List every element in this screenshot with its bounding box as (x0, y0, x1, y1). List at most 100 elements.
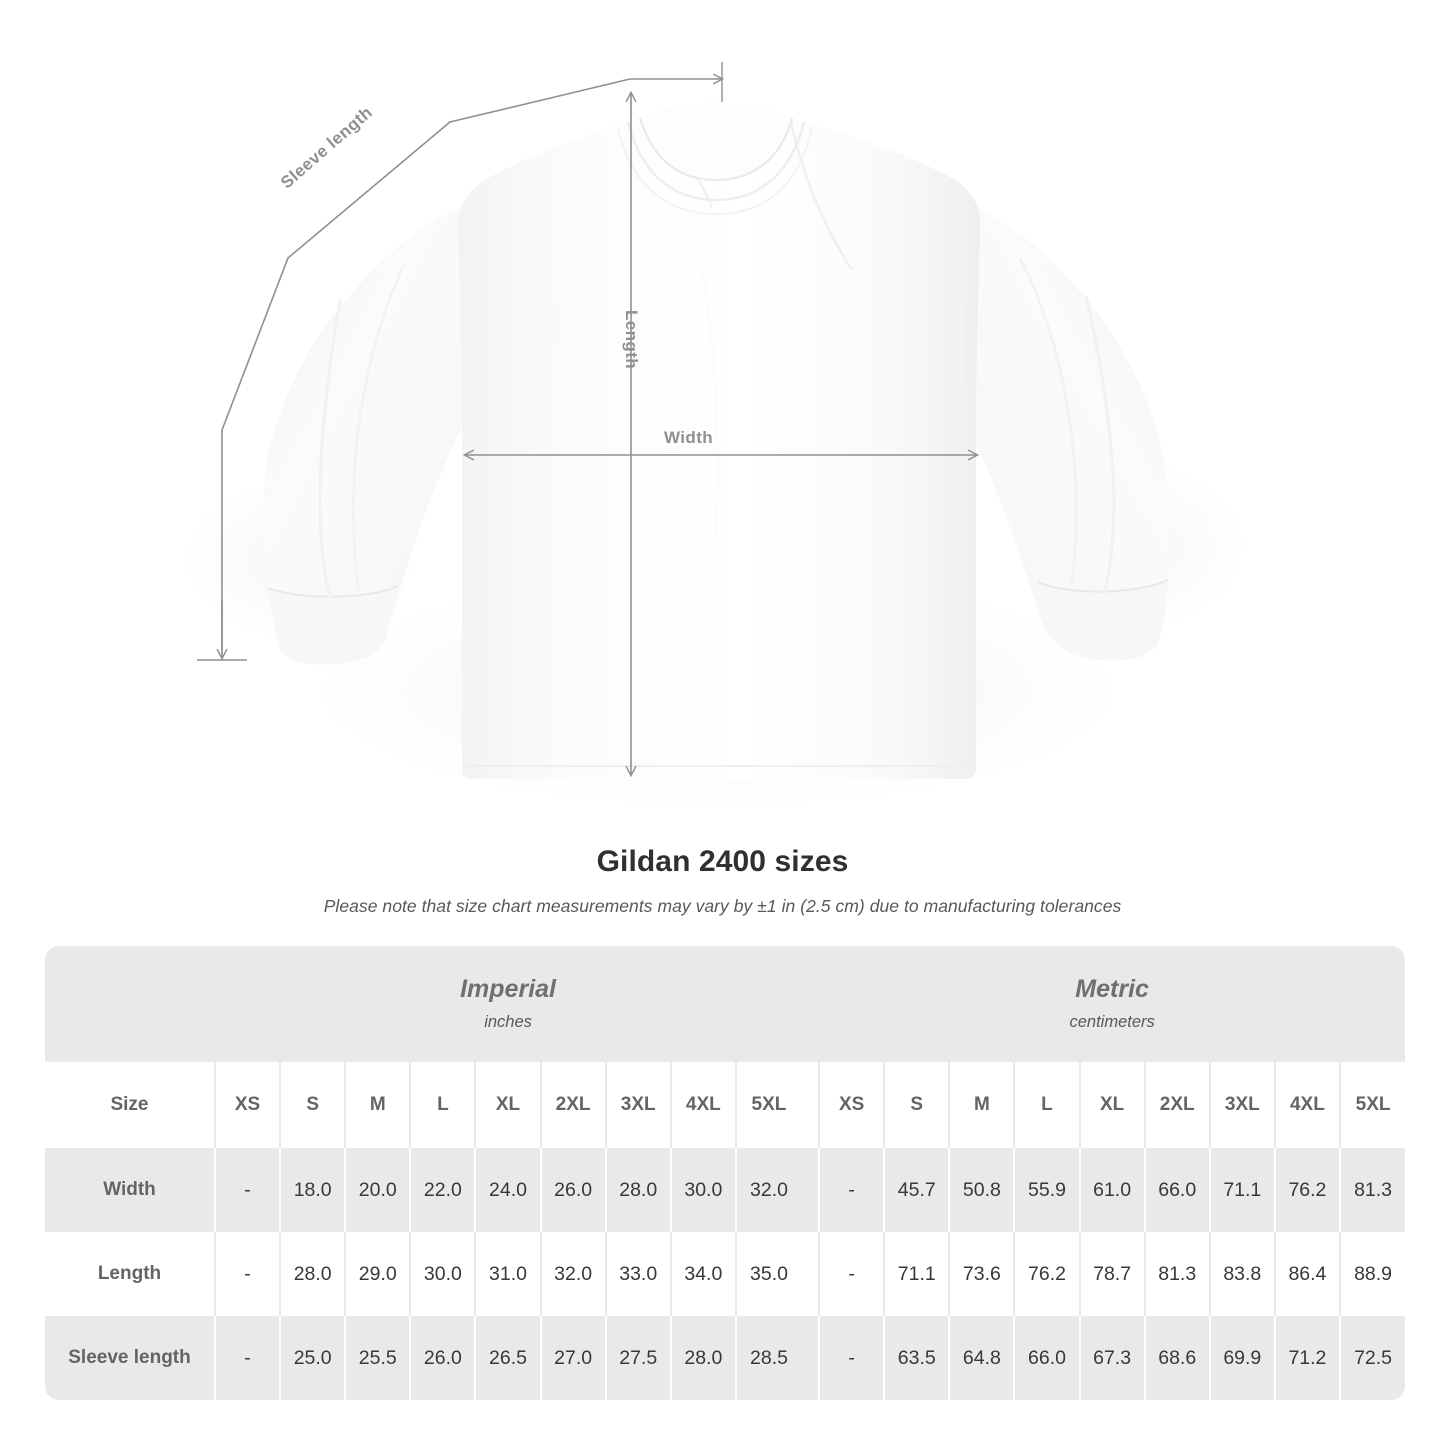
garment-diagram: Sleeve length Length Width (170, 62, 1260, 820)
left-armhole-seam (475, 179, 489, 401)
cell-metric-xl: 78.7 (1078, 1232, 1145, 1316)
left-sleeve-fold (318, 299, 342, 599)
column-header-imperial-3xl: 3XL (604, 1062, 671, 1148)
left-cuff-seam (267, 585, 399, 598)
cell-metric-3xl: 71.1 (1208, 1148, 1275, 1232)
cell-metric-xl: 61.0 (1078, 1148, 1145, 1232)
cell-imperial-m: 20.0 (344, 1148, 411, 1232)
body-fold-3 (878, 299, 895, 641)
cell-metric-4xl: 86.4 (1273, 1232, 1340, 1316)
left-sleeve-fold-2 (352, 264, 406, 591)
right-sleeve-fold-2 (1018, 257, 1078, 585)
cell-metric-s: 45.7 (883, 1148, 950, 1232)
unit-header-metric-title: Metric (1075, 975, 1149, 1004)
column-header-metric-4xl: 4XL (1273, 1062, 1340, 1148)
right-sleeve (922, 200, 1169, 657)
cell-imperial-3xl: 27.5 (604, 1316, 671, 1400)
cell-metric-4xl: 76.2 (1273, 1148, 1340, 1232)
column-header-imperial-4xl: 4XL (669, 1062, 736, 1148)
cell-imperial-xs: - (213, 1148, 281, 1232)
sleeve-length-measure (197, 62, 722, 661)
left-cuff (268, 586, 398, 665)
column-header-imperial-xs: XS (213, 1062, 281, 1148)
row-gap (801, 1148, 820, 1232)
cell-imperial-4xl: 30.0 (669, 1148, 736, 1232)
cell-imperial-xs: - (213, 1316, 281, 1400)
cell-metric-5xl: 81.3 (1338, 1148, 1406, 1232)
cell-metric-m: 50.8 (948, 1148, 1015, 1232)
shirt-body (457, 102, 981, 779)
cell-metric-xl: 67.3 (1078, 1316, 1145, 1400)
right-shoulder-seam (788, 117, 854, 271)
cell-imperial-m: 25.5 (344, 1316, 411, 1400)
column-header-metric-s: S (883, 1062, 950, 1148)
garment-illustration (170, 62, 1260, 820)
table-row: Sleeve length -25.0 25.5 26.0 26.5 27.0 27.5 28… (45, 1316, 1406, 1400)
cell-metric-2xl: 68.6 (1143, 1316, 1210, 1400)
cell-imperial-5xl: 35.0 (734, 1232, 802, 1316)
collar-inner-edge (638, 117, 794, 182)
cell-imperial-4xl: 34.0 (669, 1232, 736, 1316)
cell-imperial-5xl: 32.0 (734, 1148, 802, 1232)
column-header-metric-3xl: 3XL (1208, 1062, 1275, 1148)
collar-outer-edge (626, 121, 806, 202)
cell-metric-5xl: 88.9 (1338, 1232, 1406, 1316)
page-title: Gildan 2400 sizes (596, 845, 849, 878)
cell-metric-3xl: 69.9 (1208, 1316, 1275, 1400)
cell-metric-xs: - (818, 1232, 885, 1316)
cell-metric-l: 66.0 (1013, 1316, 1080, 1400)
cell-imperial-2xl: 26.0 (539, 1148, 606, 1232)
row-gap (801, 1316, 820, 1400)
size-table-wrapper: Imperial inches Metric centimeters Size XS S M L… (45, 946, 1406, 1400)
cell-metric-xs: - (818, 1148, 885, 1232)
column-header-imperial-s: S (279, 1062, 346, 1148)
right-cuff-seam (1037, 579, 1169, 593)
cell-metric-2xl: 66.0 (1143, 1148, 1210, 1232)
cell-imperial-s: 25.0 (279, 1316, 346, 1400)
cell-imperial-xl: 31.0 (474, 1232, 541, 1316)
cell-imperial-3xl: 33.0 (604, 1232, 671, 1316)
length-label: Length (622, 310, 641, 370)
row-label-length: Length (45, 1232, 215, 1316)
row-label-width: Width (45, 1148, 215, 1232)
tolerance-note: Please note that size chart measurements… (323, 896, 1122, 916)
cell-metric-xs: - (818, 1316, 885, 1400)
header-row-gap (801, 1062, 820, 1148)
cell-metric-l: 55.9 (1013, 1148, 1080, 1232)
cell-imperial-l: 30.0 (409, 1232, 476, 1316)
cell-imperial-4xl: 28.0 (669, 1316, 736, 1400)
cell-metric-2xl: 81.3 (1143, 1232, 1210, 1316)
unit-header-imperial-title: Imperial (460, 975, 556, 1004)
cell-imperial-5xl: 28.5 (734, 1316, 802, 1400)
column-header-imperial-2xl: 2XL (539, 1062, 606, 1148)
cell-metric-4xl: 71.2 (1273, 1316, 1340, 1400)
column-header-metric-5xl: 5XL (1338, 1062, 1406, 1148)
right-sleeve-fold (1084, 295, 1116, 595)
cell-imperial-s: 18.0 (279, 1148, 346, 1232)
right-armhole-seam (949, 179, 963, 401)
cell-imperial-2xl: 32.0 (539, 1232, 606, 1316)
title-block: Gildan 2400 sizes Please note that size … (0, 845, 1445, 917)
unit-header-metric: Metric centimeters (819, 946, 1406, 1062)
table-row: Width -18.0 20.0 22.0 24.0 26.0 28.0 30.0 32.0-4… (45, 1148, 1406, 1232)
size-header-row: Size XS S M L XL 2XL 3XL 4XL 5XL XS S M L XL 2XL 3XL 4XL 5… (45, 1062, 1406, 1148)
cell-imperial-xs: - (213, 1232, 281, 1316)
column-header-imperial-l: L (409, 1062, 476, 1148)
cell-metric-l: 76.2 (1013, 1232, 1080, 1316)
width-label: Width (664, 428, 714, 447)
column-header-metric-m: M (948, 1062, 1015, 1148)
unit-header-row: Imperial inches Metric centimeters (45, 946, 1406, 1062)
cell-metric-m: 73.6 (948, 1232, 1015, 1316)
table-corner-label: Size (45, 1062, 215, 1148)
unit-header-metric-subtitle: centimeters (1069, 1012, 1155, 1031)
column-header-imperial-5xl: 5XL (734, 1062, 802, 1148)
cell-imperial-s: 28.0 (279, 1232, 346, 1316)
cell-metric-3xl: 83.8 (1208, 1232, 1275, 1316)
collar-band (640, 104, 792, 180)
cell-imperial-m: 29.0 (344, 1232, 411, 1316)
unit-header-imperial: Imperial inches (215, 946, 802, 1062)
table-row: Length -28.0 29.0 30.0 31.0 32.0 33.0 34.0 35.0-… (45, 1232, 1406, 1316)
cell-metric-m: 64.8 (948, 1316, 1015, 1400)
unit-header-imperial-subtitle: inches (484, 1012, 532, 1031)
